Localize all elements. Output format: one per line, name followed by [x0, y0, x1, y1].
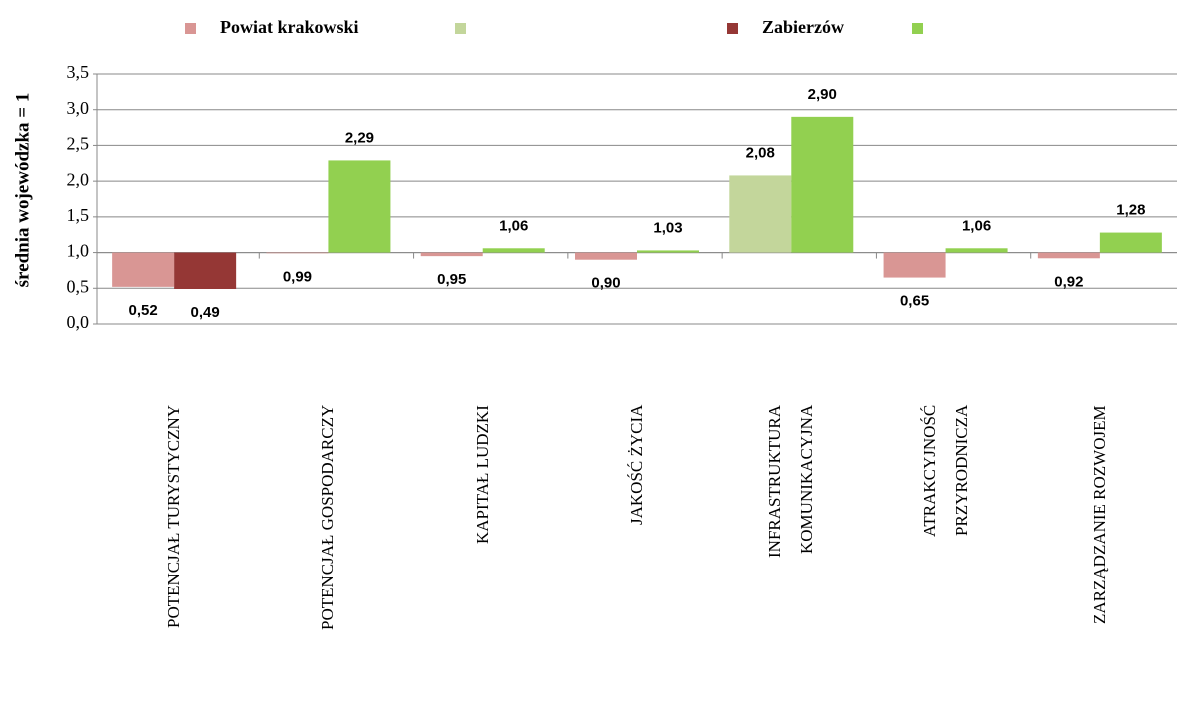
value-label: 2,29: [345, 129, 374, 146]
value-label: 0,49: [191, 304, 220, 321]
x-tick-label: POTENCJAŁ TURYSTYCZNY: [164, 405, 184, 629]
value-label: 0,90: [591, 275, 620, 292]
y-tick-label: 1,0: [67, 241, 90, 261]
bar: [791, 116, 854, 253]
legend-swatch: [455, 23, 466, 34]
value-label: 2,08: [746, 144, 775, 161]
bar: [637, 250, 699, 253]
bar: [1099, 232, 1162, 253]
y-axis-label: średnia wojewódzka = 1: [12, 93, 33, 288]
x-tick-label: JAKOŚĆ ŻYCIA: [627, 405, 646, 526]
y-tick-label: 3,0: [67, 98, 90, 118]
y-tick-label: 0,5: [67, 276, 90, 296]
bar: [112, 252, 175, 287]
value-label: 0,95: [437, 271, 466, 288]
y-tick-label: 2,0: [67, 169, 90, 189]
value-label: 1,28: [1116, 202, 1145, 219]
bar: [575, 252, 637, 260]
value-label: 1,06: [499, 217, 528, 234]
legend-swatch: [912, 23, 923, 34]
y-tick-label: 2,5: [67, 134, 90, 154]
bar: [420, 252, 483, 257]
value-label: 0,65: [900, 293, 929, 310]
x-tick-label: INFRASTRUKTURA KOMUNIKACYJNA: [765, 405, 817, 559]
bar: [174, 252, 237, 289]
bar: [883, 252, 946, 278]
y-tick-label: 1,5: [67, 205, 90, 225]
x-tick-label: ZARZĄDZANIE ROZWOJEM: [1089, 405, 1109, 624]
legend-label: Zabierzów: [762, 17, 844, 37]
x-tick-label: KAPITAŁ LUDZKI: [472, 405, 492, 544]
legend-swatch: [727, 23, 738, 34]
value-label: 2,90: [808, 86, 837, 103]
bar: [945, 248, 1008, 253]
x-tick-label: POTENCJAŁ GOSPODARCZY: [318, 405, 338, 631]
value-label: 0,99: [283, 268, 312, 285]
legend-label: Powiat krakowski: [220, 17, 359, 37]
y-tick-label: 3,5: [67, 62, 90, 82]
value-label: 1,03: [653, 219, 682, 236]
value-label: 1,06: [962, 217, 991, 234]
legend-swatch: [185, 23, 196, 34]
y-tick-label: 0,0: [67, 312, 90, 332]
bar: [1037, 252, 1100, 259]
bar: [729, 175, 792, 253]
value-label: 0,52: [129, 302, 158, 319]
x-tick-label: ATRAKCYJNOŚĆ PRZYRODNICZA: [919, 405, 971, 538]
bar: [328, 160, 391, 253]
bar: [482, 248, 545, 253]
value-label: 0,92: [1054, 273, 1083, 290]
bar: [266, 252, 329, 254]
